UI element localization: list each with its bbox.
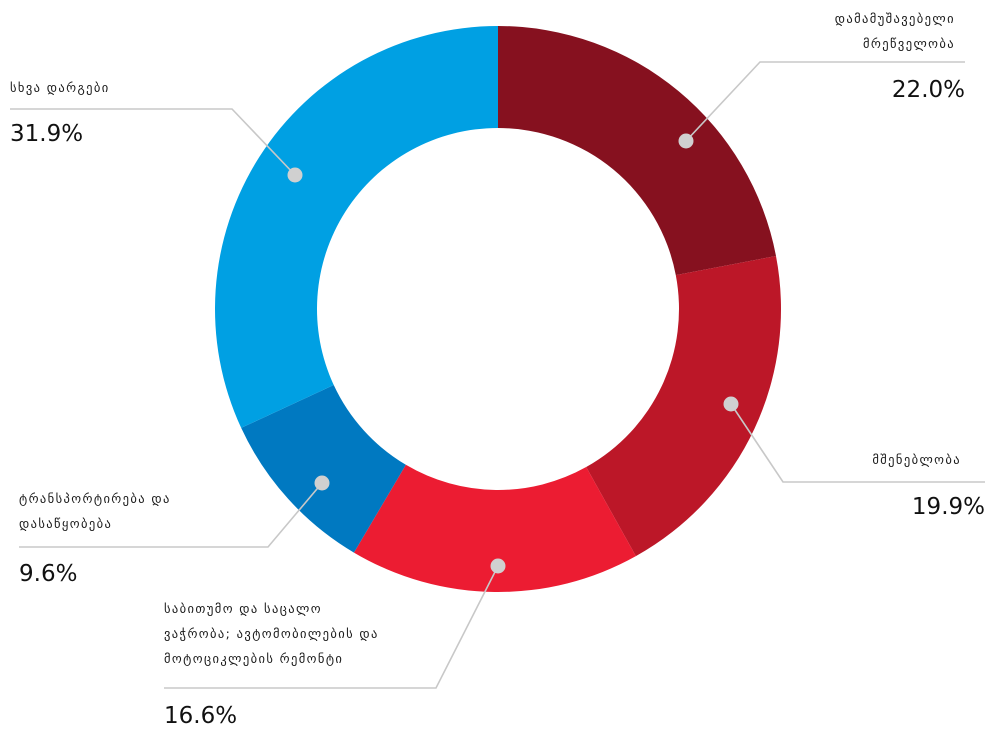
slice-value-transport: 9.6% (19, 561, 78, 587)
slice-manufacturing (498, 26, 776, 276)
leader-dot-manufacturing (678, 133, 694, 149)
leader-dot-other (287, 167, 303, 183)
donut-slices (215, 26, 781, 592)
slice-value-trade: 16.6% (164, 703, 238, 729)
slice-label-transport: ტრანსპორტირება და დასაწყობება (19, 491, 171, 531)
leader-line-trade (164, 565, 499, 689)
leader-line-transport (19, 482, 323, 548)
slice-construction (586, 255, 781, 557)
slice-trade (353, 464, 636, 592)
slice-label-other: სხვა დარგები (10, 80, 110, 95)
slice-label-trade: საბითუმო და საცალო ვაჭრობა; ავტომობილები… (164, 601, 379, 666)
slice-value-other: 31.9% (10, 121, 84, 147)
slice-value-manufacturing: 22.0% (891, 77, 965, 103)
leader-line-other (10, 108, 296, 176)
leader-dot-trade (490, 558, 506, 574)
slice-label-construction: მშენებლობა (872, 452, 961, 467)
leader-line-manufacturing (685, 61, 965, 142)
leader-lines (10, 61, 985, 689)
slice-label-manufacturing: დამამუშავებელი მრეწველობა (834, 11, 955, 51)
leader-dot-transport (314, 475, 330, 491)
slice-transport (241, 385, 406, 553)
leader-dot-construction (723, 396, 739, 412)
slice-other (215, 26, 498, 428)
slice-value-construction: 19.9% (911, 494, 985, 520)
leader-line-construction (730, 403, 985, 483)
